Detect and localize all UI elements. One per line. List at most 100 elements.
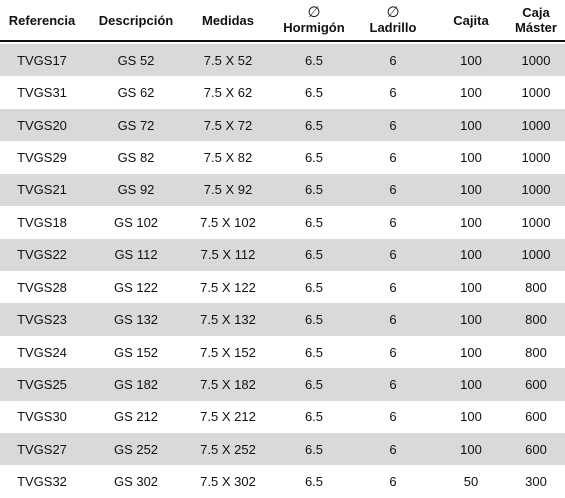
cell-hormigon: 6.5 — [304, 214, 324, 230]
table-row: TVGS27 GS 252 7.5 X 252 6.5 6 100 600 — [0, 433, 565, 466]
cell-hormigon: 6.5 — [304, 182, 324, 198]
cell-referencia: TVGS18 — [17, 214, 67, 230]
cell-hormigon: 6.5 — [304, 279, 324, 295]
cell-ladrillo: 6 — [389, 279, 397, 295]
cell-referencia: TVGS24 — [17, 344, 67, 360]
cell-ladrillo: 6 — [389, 409, 397, 425]
header-ladrillo-label: Ladrillo — [369, 20, 417, 35]
cell-medidas: 7.5 X 62 — [203, 85, 253, 101]
cell-hormigon: 6.5 — [304, 52, 324, 68]
cell-caja-master: 600 — [525, 409, 547, 425]
cell-cajita: 100 — [460, 344, 482, 360]
cell-medidas: 7.5 X 52 — [203, 52, 253, 68]
cell-ladrillo: 6 — [389, 52, 397, 68]
cell-medidas: 7.5 X 102 — [200, 214, 256, 230]
cell-cajita: 100 — [460, 52, 482, 68]
cell-descripcion: GS 82 — [117, 149, 155, 165]
cell-referencia: TVGS21 — [17, 182, 67, 198]
header-descripcion-label: Descripción — [98, 12, 174, 28]
cell-cajita: 50 — [463, 474, 479, 490]
table-row: TVGS25 GS 182 7.5 X 182 6.5 6 100 600 — [0, 368, 565, 401]
cell-hormigon: 6.5 — [304, 149, 324, 165]
table-row: TVGS31 GS 62 7.5 X 62 6.5 6 100 1000 — [0, 76, 565, 108]
cell-referencia: TVGS22 — [17, 247, 67, 263]
table-row: TVGS23 GS 132 7.5 X 132 6.5 6 100 800 — [0, 303, 565, 336]
cell-medidas: 7.5 X 72 — [203, 117, 253, 133]
cell-caja-master: 1000 — [521, 149, 551, 165]
cell-cajita: 100 — [460, 279, 482, 295]
cell-caja-master: 600 — [525, 441, 547, 457]
cell-descripcion: GS 212 — [113, 409, 159, 425]
cell-hormigon: 6.5 — [304, 117, 324, 133]
table-row: TVGS24 GS 152 7.5 X 152 6.5 6 100 800 — [0, 336, 565, 368]
cell-medidas: 7.5 X 212 — [200, 409, 256, 425]
cell-caja-master: 1000 — [521, 85, 551, 101]
header-referencia: Referencia — [2, 0, 82, 40]
header-cajita-label: Cajita — [453, 12, 489, 28]
cell-hormigon: 6.5 — [304, 85, 324, 101]
cell-hormigon: 6.5 — [304, 409, 324, 425]
cell-cajita: 100 — [460, 117, 482, 133]
cell-descripcion: GS 252 — [113, 441, 159, 457]
cell-cajita: 100 — [460, 409, 482, 425]
cell-caja-master: 800 — [525, 312, 547, 328]
cell-ladrillo: 6 — [389, 117, 397, 133]
cell-medidas: 7.5 X 252 — [200, 441, 256, 457]
cell-caja-master: 800 — [525, 344, 547, 360]
cell-referencia: TVGS31 — [17, 85, 67, 101]
table-row: TVGS17 GS 52 7.5 X 52 6.5 6 100 1000 — [0, 44, 565, 77]
table-row: TVGS20 GS 72 7.5 X 72 6.5 6 100 1000 — [0, 108, 565, 142]
table-row: TVGS30 GS 212 7.5 X 212 6.5 6 100 600 — [0, 401, 565, 433]
cell-medidas: 7.5 X 152 — [200, 344, 256, 360]
table-row: TVGS21 GS 92 7.5 X 92 6.5 6 100 1000 — [0, 173, 565, 207]
header-hormigon: ∅ Hormigón — [274, 0, 354, 40]
cell-caja-master: 800 — [525, 279, 547, 295]
cell-caja-master: 1000 — [521, 182, 551, 198]
cell-descripcion: GS 302 — [113, 474, 159, 490]
cell-referencia: TVGS32 — [17, 474, 67, 490]
table-row: TVGS29 GS 82 7.5 X 82 6.5 6 100 1000 — [0, 141, 565, 173]
header-ladrillo: ∅ Ladrillo — [354, 0, 432, 40]
cell-medidas: 7.5 X 302 — [200, 474, 256, 490]
header-cajita: Cajita — [440, 0, 502, 40]
header-caja-master: Caja Máster — [506, 0, 565, 40]
cell-descripcion: GS 102 — [113, 214, 159, 230]
header-descripcion: Descripción — [90, 0, 182, 40]
header-caja-label-line1: Caja — [522, 5, 550, 20]
table-header: Referencia Descripción Medidas ∅ Hormigó… — [0, 0, 565, 42]
cell-hormigon: 6.5 — [304, 376, 324, 392]
cell-ladrillo: 6 — [389, 182, 397, 198]
cell-cajita: 100 — [460, 214, 482, 230]
cell-cajita: 100 — [460, 182, 482, 198]
header-hormigon-label: Hormigón — [283, 20, 345, 35]
cell-descripcion: GS 112 — [114, 247, 158, 263]
cell-caja-master: 600 — [525, 376, 547, 392]
cell-cajita: 100 — [460, 85, 482, 101]
cell-referencia: TVGS29 — [17, 149, 67, 165]
diameter-icon: ∅ — [386, 4, 400, 21]
cell-caja-master: 1000 — [521, 247, 551, 263]
cell-hormigon: 6.5 — [304, 441, 324, 457]
table-row: TVGS32 GS 302 7.5 X 302 6.5 6 50 300 — [0, 465, 565, 497]
cell-cajita: 100 — [460, 149, 482, 165]
header-referencia-label: Referencia — [8, 12, 76, 28]
cell-caja-master: 1000 — [521, 52, 551, 68]
cell-referencia: TVGS20 — [17, 117, 67, 133]
cell-caja-master: 300 — [525, 474, 547, 490]
cell-medidas: 7.5 X 132 — [200, 312, 256, 328]
cell-ladrillo: 6 — [389, 247, 397, 263]
cell-ladrillo: 6 — [389, 214, 397, 230]
cell-referencia: TVGS25 — [17, 376, 67, 392]
cell-ladrillo: 6 — [389, 344, 397, 360]
table-row: TVGS22 GS 112 7.5 X 112 6.5 6 100 1000 — [0, 238, 565, 271]
cell-descripcion: GS 122 — [113, 279, 159, 295]
cell-cajita: 100 — [460, 376, 482, 392]
cell-medidas: 7.5 X 122 — [200, 279, 256, 295]
cell-cajita: 100 — [460, 312, 482, 328]
diameter-icon: ∅ — [307, 4, 321, 21]
cell-descripcion: GS 62 — [117, 85, 155, 101]
cell-caja-master: 1000 — [521, 214, 551, 230]
cell-descripcion: GS 132 — [113, 312, 159, 328]
header-medidas: Medidas — [188, 0, 268, 40]
